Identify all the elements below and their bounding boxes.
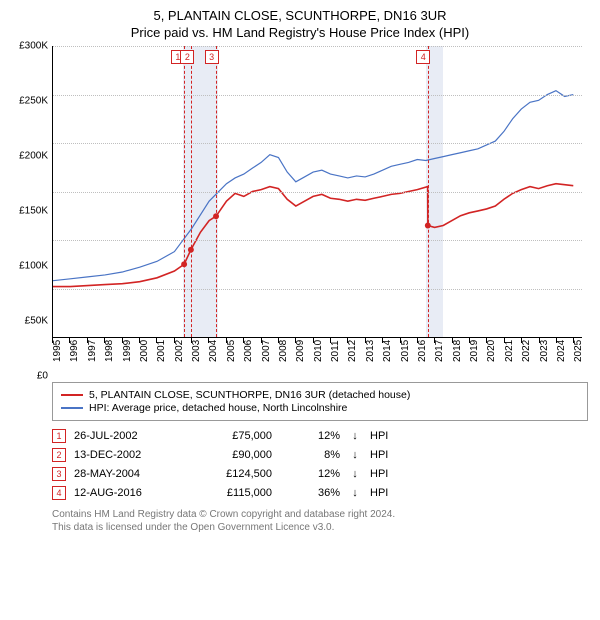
legend-box: 5, PLANTAIN CLOSE, SCUNTHORPE, DN16 3UR … bbox=[52, 382, 588, 421]
x-tick-label: 2014 bbox=[382, 340, 393, 362]
legend-swatch-hpi bbox=[61, 407, 83, 409]
title-address: 5, PLANTAIN CLOSE, SCUNTHORPE, DN16 3UR bbox=[12, 8, 588, 23]
footnote-line1: Contains HM Land Registry data © Crown c… bbox=[52, 508, 588, 521]
event-marker: 4 bbox=[52, 486, 66, 500]
legend-row: HPI: Average price, detached house, Nort… bbox=[61, 402, 579, 414]
x-tick-label: 2005 bbox=[226, 340, 237, 362]
x-tick-label: 2022 bbox=[521, 340, 532, 362]
chart-container: 5, PLANTAIN CLOSE, SCUNTHORPE, DN16 3UR … bbox=[0, 0, 600, 542]
y-tick-label: £300K bbox=[12, 41, 48, 52]
event-delta: 8% bbox=[280, 449, 340, 461]
legend-swatch-price bbox=[61, 394, 83, 396]
event-delta: 12% bbox=[280, 430, 340, 442]
x-tick-label: 2019 bbox=[469, 340, 480, 362]
x-axis-ticks: 1995 1996 1997 1998 1999 2000 2001 2002 2003 2004… bbox=[52, 338, 582, 376]
event-price: £115,000 bbox=[192, 487, 272, 499]
event-ref: HPI bbox=[370, 430, 400, 442]
x-tick-label: 2016 bbox=[417, 340, 428, 362]
x-tick-label: 2010 bbox=[313, 340, 324, 362]
events-table: 1 26-JUL-2002 £75,000 12% ↓ HPI 2 13-DEC-2002 £9… bbox=[52, 429, 588, 500]
x-tick-label: 2001 bbox=[156, 340, 167, 362]
legend-label-price: 5, PLANTAIN CLOSE, SCUNTHORPE, DN16 3UR … bbox=[89, 389, 410, 401]
x-tick-label: 2000 bbox=[139, 340, 150, 362]
event-marker: 3 bbox=[52, 467, 66, 481]
y-tick-label: £200K bbox=[12, 151, 48, 162]
footnote: Contains HM Land Registry data © Crown c… bbox=[52, 508, 588, 534]
event-price: £90,000 bbox=[192, 449, 272, 461]
y-tick-label: £0 bbox=[12, 371, 48, 382]
event-ref: HPI bbox=[370, 468, 400, 480]
x-tick-label: 2018 bbox=[452, 340, 463, 362]
x-tick-label: 1995 bbox=[52, 340, 63, 362]
y-tick-label: £50K bbox=[12, 316, 48, 327]
x-tick-label: 2012 bbox=[347, 340, 358, 362]
x-tick-label: 2003 bbox=[191, 340, 202, 362]
event-ref: HPI bbox=[370, 487, 400, 499]
event-price: £75,000 bbox=[192, 430, 272, 442]
down-arrow-icon: ↓ bbox=[348, 449, 362, 461]
event-delta: 12% bbox=[280, 468, 340, 480]
x-tick-label: 1998 bbox=[104, 340, 115, 362]
x-tick-label: 2015 bbox=[400, 340, 411, 362]
chart-marker: 3 bbox=[205, 50, 219, 64]
event-date: 12-AUG-2016 bbox=[74, 487, 184, 499]
x-tick-label: 2011 bbox=[330, 340, 341, 362]
title-block: 5, PLANTAIN CLOSE, SCUNTHORPE, DN16 3UR … bbox=[12, 8, 588, 40]
x-tick-label: 2020 bbox=[486, 340, 497, 362]
event-row: 3 28-MAY-2004 £124,500 12% ↓ HPI bbox=[52, 467, 588, 481]
y-tick-label: £150K bbox=[12, 206, 48, 217]
event-ref: HPI bbox=[370, 449, 400, 461]
x-tick-label: 1997 bbox=[87, 340, 98, 362]
event-date: 28-MAY-2004 bbox=[74, 468, 184, 480]
chart-marker: 4 bbox=[416, 50, 430, 64]
chart-area: 1234 19951996199719981999200020012002200… bbox=[52, 46, 582, 376]
x-tick-label: 2024 bbox=[556, 340, 567, 362]
down-arrow-icon: ↓ bbox=[348, 487, 362, 499]
x-tick-label: 2025 bbox=[573, 340, 584, 362]
x-tick-label: 2006 bbox=[243, 340, 254, 362]
y-tick-label: £250K bbox=[12, 96, 48, 107]
event-marker: 2 bbox=[52, 448, 66, 462]
y-tick-label: £100K bbox=[12, 261, 48, 272]
series-hpi bbox=[53, 91, 573, 281]
x-tick-label: 2013 bbox=[365, 340, 376, 362]
event-delta: 36% bbox=[280, 487, 340, 499]
down-arrow-icon: ↓ bbox=[348, 468, 362, 480]
x-tick-label: 2009 bbox=[295, 340, 306, 362]
event-price: £124,500 bbox=[192, 468, 272, 480]
event-row: 1 26-JUL-2002 £75,000 12% ↓ HPI bbox=[52, 429, 588, 443]
x-tick-label: 2021 bbox=[504, 340, 515, 362]
x-tick-label: 2008 bbox=[278, 340, 289, 362]
event-date: 26-JUL-2002 bbox=[74, 430, 184, 442]
series-price_paid bbox=[53, 184, 573, 287]
x-tick-label: 2007 bbox=[261, 340, 272, 362]
x-tick-label: 2017 bbox=[434, 340, 445, 362]
x-tick-label: 1996 bbox=[69, 340, 80, 362]
event-date: 13-DEC-2002 bbox=[74, 449, 184, 461]
footnote-line2: This data is licensed under the Open Gov… bbox=[52, 521, 588, 534]
chart-marker: 2 bbox=[180, 50, 194, 64]
x-tick-label: 2002 bbox=[174, 340, 185, 362]
x-tick-label: 2004 bbox=[208, 340, 219, 362]
event-row: 4 12-AUG-2016 £115,000 36% ↓ HPI bbox=[52, 486, 588, 500]
legend-row: 5, PLANTAIN CLOSE, SCUNTHORPE, DN16 3UR … bbox=[61, 389, 579, 401]
down-arrow-icon: ↓ bbox=[348, 430, 362, 442]
legend-label-hpi: HPI: Average price, detached house, Nort… bbox=[89, 402, 347, 414]
event-row: 2 13-DEC-2002 £90,000 8% ↓ HPI bbox=[52, 448, 588, 462]
x-tick-label: 1999 bbox=[122, 340, 133, 362]
x-tick-label: 2023 bbox=[539, 340, 550, 362]
plot-area: 1234 bbox=[52, 46, 582, 338]
title-subtitle: Price paid vs. HM Land Registry's House … bbox=[12, 25, 588, 40]
event-marker: 1 bbox=[52, 429, 66, 443]
